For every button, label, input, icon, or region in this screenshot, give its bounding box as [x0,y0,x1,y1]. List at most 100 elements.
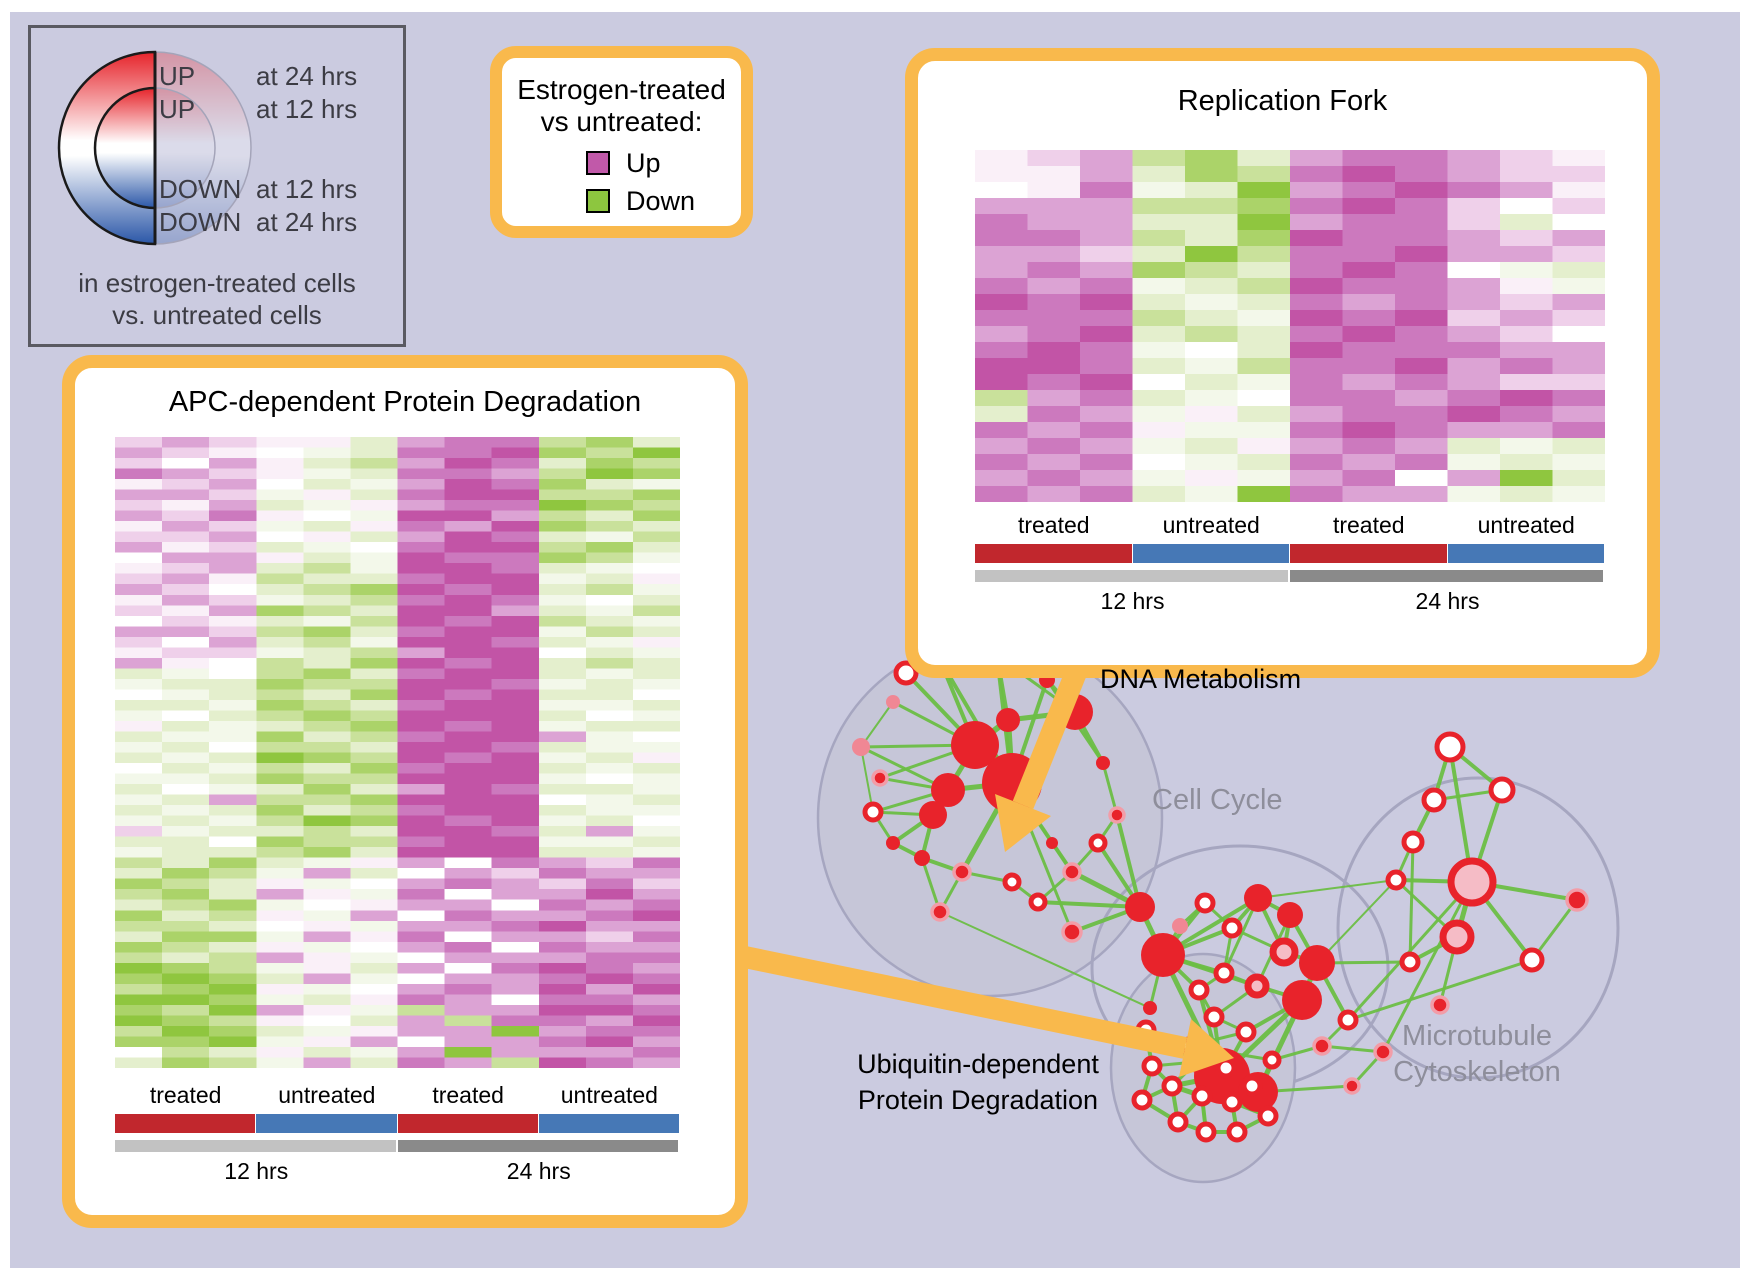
gene-node-pinkrim [1061,921,1083,943]
treated-bar [1290,544,1447,563]
up-label: Up [626,148,661,178]
gene-node-pinkcore [1439,919,1475,955]
treated-bar [975,544,1132,563]
group-label-untreated-12hrs: untreated [1162,512,1260,538]
gene-node-pink [886,695,900,709]
arrow-apc-to-ubiquitin [737,945,1234,1077]
legend-dir-down-24: DOWN [159,207,242,237]
gene-node-ring [1241,1075,1263,1097]
hrs12-bar [975,570,1288,582]
network-edge [1316,879,1397,964]
legend-caption-line1: in estrogen-treated cells [78,268,356,298]
apc-heatmap-panel: APC-dependent Protein Degradation treate… [62,355,748,1228]
gene-node-ring [1028,892,1048,912]
network-edge [860,701,894,748]
gene-node-solid [886,836,900,850]
gene-node-pinkcore [1244,973,1270,999]
gene-node-pinkrim [1343,1077,1361,1095]
gene-node-solid [1143,1001,1157,1015]
gene-node-ring [1257,1105,1279,1127]
gene-node-ring [1141,1055,1163,1077]
network-edge [1321,1044,1384,1054]
microtubule-cytoskeleton-label: Microtubule Cytoskeleton [1332,1018,1622,1090]
gene-node-ring [1203,1006,1225,1028]
network-edge [1408,841,1415,963]
color-wheel-legend-box: UP at 24 hrs UP at 12 hrs DOWN at 12 hrs… [28,25,406,347]
gene-node-solid [1282,980,1322,1020]
hrs12-bar [115,1140,396,1152]
hrs24-bar [1290,570,1603,582]
gene-node-solid [1096,756,1110,770]
gene-node-solid [1244,884,1272,912]
group-label-untreated-24hrs: untreated [560,1082,658,1108]
gene-node-ring [862,801,884,823]
gene-node-pinkcore [1269,937,1299,967]
hrs12-label: 12 hrs [1100,588,1165,614]
legend-dir-up-12: UP [159,94,196,124]
ubiquitin-label-line2: Protein Degradation [857,1085,1099,1115]
gene-node-solid [931,773,965,807]
ubiquitin-label-line1: Ubiquitin-dependent [857,1049,1099,1079]
ubiquitin-label: Ubiquitin-dependent Protein Degradation [828,1046,1128,1118]
network-edge [939,911,1151,1009]
gene-node-pinkrim [1312,1036,1332,1056]
arrowhead-icon [995,794,1051,852]
gene-node-ring [1191,1085,1213,1107]
gene-node-ring [1421,787,1447,813]
gene-node-ring [1235,1021,1257,1043]
legend-time-24: at 24 hrs [256,61,358,91]
gene-node-pinkrim [1430,995,1450,1015]
group-label-treated-24hrs: treated [432,1082,504,1108]
microtubule-label-line2: Cytoskeleton [1393,1056,1561,1088]
treated-bar [397,1114,538,1133]
replication-fork-heatmap [975,150,1605,502]
gene-node-ring [1226,1121,1248,1143]
legend-time-24b: at 24 hrs [256,207,358,237]
network-edge [1101,762,1119,816]
legend-time-12: at 12 hrs [256,94,358,124]
gene-node-pinkrim [930,902,950,922]
gene-node-ring [1519,947,1545,973]
gene-node-ring [1195,1121,1217,1143]
apc-heatmap [115,437,680,1068]
replication-fork-title: Replication Fork [1177,85,1388,117]
gene-node-ring [1385,869,1407,891]
apc-panel-title: APC-dependent Protein Degradation [168,386,642,418]
group-label-treated-24hrs: treated [1332,512,1405,538]
untreated-bar [256,1114,397,1133]
treated-bar [115,1114,256,1133]
up-color-swatch-icon [586,151,610,175]
gene-node-ring [1188,979,1210,1001]
gene-node-ring [893,660,919,686]
gene-node-pinkrim [952,862,972,882]
down-label: Down [626,186,696,216]
arrowhead-icon [1179,1019,1234,1077]
legend-caption-line2: vs. untreated cells [112,300,322,330]
gene-node-ring [1401,830,1425,854]
gene-node-solid [951,721,999,769]
untreated-bar [1132,544,1289,563]
gene-node-solid [1299,945,1335,981]
gene-node-ring [1167,1111,1189,1133]
gene-node-ring [1221,917,1243,939]
legend-dir-down-12: DOWN [159,174,242,204]
gene-node-pinkrim [1373,1042,1393,1062]
cluster-ellipse-microtubule-cytoskeleton [1336,776,1620,1080]
gene-node-ring [1434,731,1466,763]
gene-node-ring [1131,1089,1153,1111]
gene-node-ring [1161,1075,1183,1097]
gene-node-solid [914,850,930,866]
gene-node-ring [1399,951,1421,973]
gene-node-pink [1172,918,1188,934]
gene-node-solid [1277,902,1303,928]
replication-fork-panel: Replication Fork treated untreated treated… [905,48,1660,678]
gene-node-solid [1141,933,1185,977]
hrs24-bar [397,1140,678,1152]
hrs12-label: 12 hrs [224,1158,289,1184]
gene-node-ring [1194,892,1216,914]
legend-dir-up-24: UP [159,61,196,91]
network-edge [1037,900,1141,909]
gene-node-ring [1002,872,1022,892]
gene-node-solid [1046,837,1058,849]
